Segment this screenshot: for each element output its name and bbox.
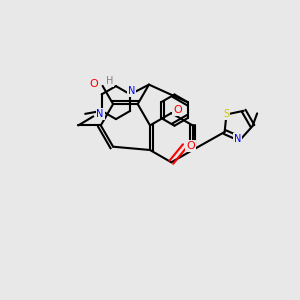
Text: O: O (89, 80, 98, 89)
Text: O: O (186, 141, 195, 151)
Text: N: N (234, 134, 242, 144)
Text: N: N (97, 109, 104, 119)
Text: S: S (224, 110, 230, 119)
Text: H: H (106, 76, 113, 86)
Text: N: N (128, 86, 135, 96)
Text: O: O (173, 105, 182, 115)
